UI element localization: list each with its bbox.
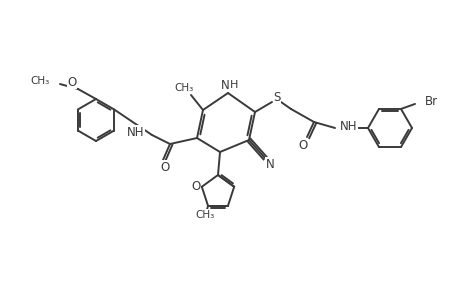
Text: O: O [191, 180, 200, 193]
Text: CH₃: CH₃ [195, 210, 214, 220]
Text: O: O [160, 160, 169, 173]
Text: CH₃: CH₃ [174, 83, 193, 93]
Text: NH: NH [339, 119, 357, 133]
Text: N: N [220, 79, 229, 92]
Text: S: S [273, 91, 280, 103]
Text: NH: NH [126, 125, 144, 139]
Text: Br: Br [424, 95, 437, 108]
Text: H: H [230, 80, 238, 90]
Text: O: O [298, 139, 307, 152]
Text: N: N [265, 158, 274, 170]
Text: O: O [67, 76, 77, 88]
Text: CH₃: CH₃ [31, 76, 50, 86]
